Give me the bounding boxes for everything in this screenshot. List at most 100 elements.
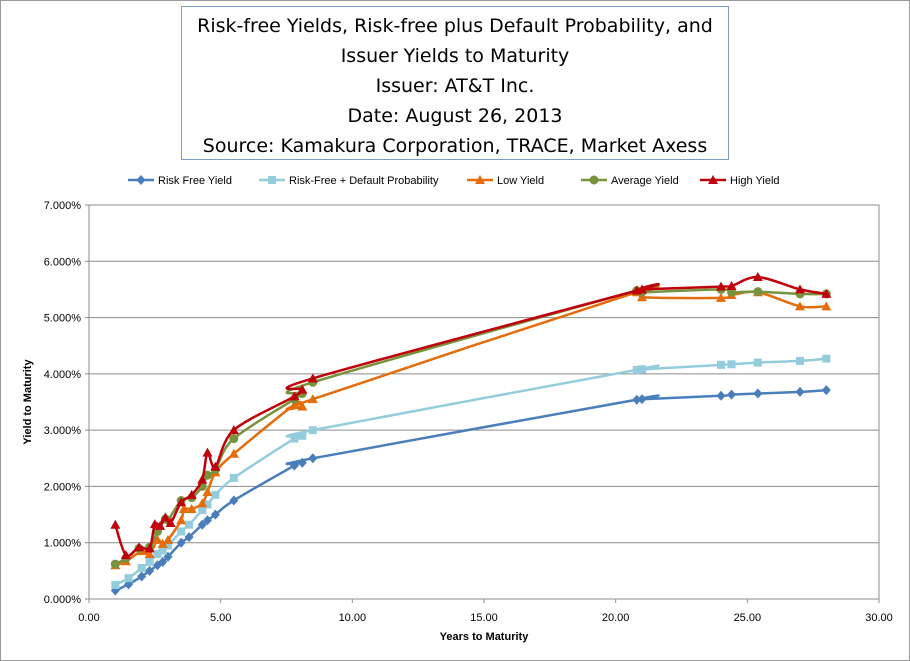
series-4-point [155,520,166,530]
series-4-point [795,284,805,294]
series-4-point [165,518,176,528]
series-4-point [176,497,187,507]
x-tick-label: 10.00 [339,612,367,624]
series-2-point [821,301,832,311]
series-1-point [158,546,167,555]
legend-swatch-marker [475,175,485,184]
series-3-point [229,434,239,444]
series-0-point [727,389,737,400]
series-0-point [145,565,155,576]
series-0-point [137,571,147,582]
series-4-point [120,550,131,560]
x-tick-label: 0.00 [78,612,99,624]
series-0-point [158,556,168,567]
series-1-point [164,541,172,550]
series-3-point [110,559,120,569]
series-0-point [795,386,805,397]
y-tick-label: 0.000% [44,594,82,606]
legend-label: Low Yield [497,175,544,187]
series-1-point [229,473,238,482]
series-4-point [726,281,737,291]
series-1-point [137,564,146,573]
series-4-point [186,489,197,499]
series-2 [110,284,832,570]
series-2-point [197,498,208,508]
series-2-point [307,394,318,404]
legend-item-3: Average Yield [581,175,679,187]
series-0-point [176,537,186,548]
series-2-point [637,292,647,302]
series-1-point [717,360,725,369]
legend-swatch-marker [589,175,599,185]
series-0-point [197,519,207,530]
series-4 [110,272,832,560]
legend-item-0: Risk Free Yield [128,175,232,187]
series-1-point [638,365,646,374]
series-2-point [152,534,163,544]
y-tick-label: 3.000% [44,425,82,437]
series-4-point [297,384,308,394]
series-1 [111,354,831,589]
x-tick-label: 15.00 [470,612,498,624]
x-tick-label: 25.00 [734,612,762,624]
legend-item-1: Risk-Free + Default Probability [259,175,439,187]
series-line-4 [114,275,827,558]
y-tick-label: 1.000% [44,538,82,550]
legend-label: Average Yield [611,175,679,187]
y-axis-ticks: 0.000% 1.000% 2.000% 3.000% 4.000% 5.000% 6.00… [44,200,89,606]
y-tick-label: 4.000% [44,369,82,381]
plot-area [88,204,880,600]
series-1-point [632,365,641,374]
series-0-point [203,515,212,526]
y-tick-label: 2.000% [44,481,82,493]
series-1-point [198,506,207,515]
series-4-point [160,512,171,522]
grid-lines [89,204,879,544]
series-3-point [203,470,212,480]
series-4-point [134,542,145,552]
series-0-point [308,453,318,464]
series-0-point [229,495,239,506]
series-1-point [753,358,762,367]
series-4-point [202,447,213,457]
legend-swatch-marker [136,175,146,185]
series-0-point [637,394,647,405]
series-0-point [297,457,307,468]
chart-title-line-2: Issuer Yields to Maturity [340,45,570,67]
series-1-point [290,434,299,443]
y-axis-title: Yield to Maturity [22,359,34,445]
series-4-point [289,391,300,401]
series-line-3 [114,283,827,566]
series-1-point [203,500,212,509]
series-1-point [298,431,307,440]
series-2-point [716,292,726,302]
series-line-0 [114,388,827,592]
series-1-point [822,354,831,363]
y-tick-label: 5.000% [44,313,82,325]
series-4-point [307,373,318,383]
series-2-point [228,448,239,458]
series-4-point [210,461,221,471]
y-tick-label: 7.000% [44,200,82,212]
series-4-point [197,474,208,484]
chart-title-line-3: Issuer: AT&T Inc. [375,75,535,97]
series-2-point [163,534,173,544]
legend-label: Risk-Free + Default Probability [289,175,439,187]
legend-swatch-marker [708,175,718,184]
series-4-point [716,281,726,291]
series-4-point [752,272,763,282]
series-2-point [176,515,187,525]
x-axis-title: Years to Maturity [440,631,530,643]
series-3-point [753,287,763,297]
series-2-point [144,548,155,558]
series-0-point [210,509,220,520]
series-1-point [111,580,120,589]
series-4-point [821,288,832,298]
series-1-point [177,527,186,536]
series-2-point [297,401,308,411]
legend: Risk Free Yield Risk-Free + Default Proba… [128,175,780,187]
chart-title-box: Risk-free Yields, Risk-free plus Default… [181,6,729,160]
legend-item-4: High Yield [700,175,780,187]
series-1-point [727,360,736,369]
